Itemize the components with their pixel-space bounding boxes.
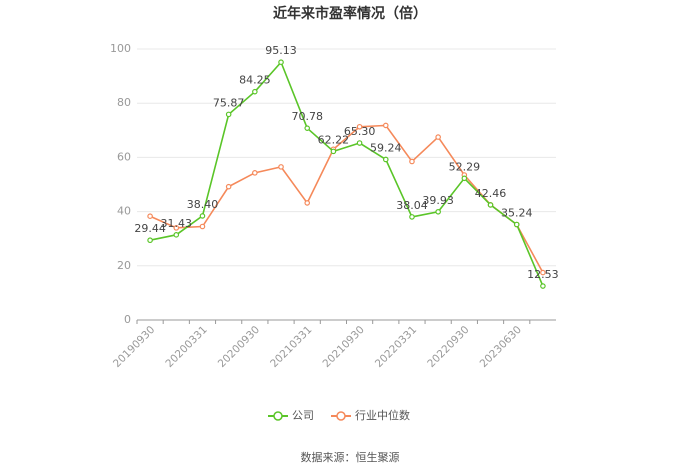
- x-tick-label: 20210930: [321, 324, 367, 370]
- data-label: 70.78: [291, 110, 323, 123]
- point: [199, 223, 206, 230]
- series-line: [149, 60, 544, 287]
- point: [540, 283, 546, 289]
- data-label: 42.46: [475, 187, 507, 200]
- data-label: 38.04: [396, 199, 428, 212]
- point: [487, 202, 494, 208]
- point: [147, 237, 153, 244]
- point: [199, 213, 206, 219]
- data-label: 65.30: [344, 125, 376, 138]
- data-label: 75.87: [213, 96, 245, 109]
- data-label: 62.22: [318, 133, 350, 146]
- data-label: 59.24: [370, 141, 402, 154]
- point: [252, 88, 258, 95]
- point: [382, 122, 389, 129]
- x-tick-label: 20220331: [373, 324, 419, 370]
- point: [461, 175, 468, 182]
- point: [356, 123, 363, 130]
- point: [278, 59, 284, 65]
- point: [435, 134, 441, 140]
- series-line: [149, 124, 544, 273]
- point: [409, 158, 415, 165]
- y-tick-label: 60: [117, 150, 131, 163]
- point: [225, 183, 232, 190]
- point: [409, 214, 415, 220]
- point: [304, 200, 311, 206]
- point: [356, 140, 363, 146]
- x-tick-label: 20210331: [268, 324, 314, 370]
- y-tick-label: 40: [117, 205, 131, 218]
- point: [304, 125, 311, 131]
- source: 数据来源：恒生聚源: [301, 450, 400, 464]
- data-label: 35.24: [501, 206, 533, 219]
- point: [147, 213, 153, 220]
- data-label: 95.13: [265, 44, 297, 57]
- point: [513, 221, 520, 228]
- point: [540, 269, 546, 276]
- legend-label: 公司: [292, 409, 314, 422]
- data-label: 29.44: [134, 222, 166, 235]
- legend-marker: [336, 411, 346, 421]
- point: [173, 232, 180, 238]
- y-tick-label: 100: [110, 42, 131, 55]
- point: [173, 225, 180, 231]
- point: [252, 170, 258, 176]
- x-tick-label: 20200331: [163, 324, 209, 370]
- y-tick-label: 80: [117, 96, 131, 109]
- x-tick-label: 20230630: [478, 324, 524, 370]
- chart-title: 近年来市盈率情况（倍）: [273, 5, 427, 22]
- point: [330, 148, 337, 155]
- data-label: 39.93: [422, 194, 454, 207]
- y-tick-label: 0: [124, 313, 131, 326]
- data-label: 38.40: [187, 198, 219, 211]
- legend-marker: [273, 411, 283, 421]
- data-label: 52.29: [449, 160, 481, 173]
- data-label: 31.43: [161, 217, 193, 230]
- data-label: 12.53: [527, 268, 559, 281]
- x-tick-label: 20200930: [216, 324, 262, 370]
- point: [278, 164, 284, 170]
- point: [382, 156, 389, 163]
- x-tick-label: 20220930: [425, 324, 471, 370]
- y-tick-label: 20: [117, 259, 131, 272]
- x-tick-label: 20190930: [111, 324, 157, 370]
- point: [435, 208, 441, 215]
- legend-label: 行业中位数: [355, 408, 410, 422]
- point: [225, 111, 232, 118]
- data-label: 84.25: [239, 74, 271, 87]
